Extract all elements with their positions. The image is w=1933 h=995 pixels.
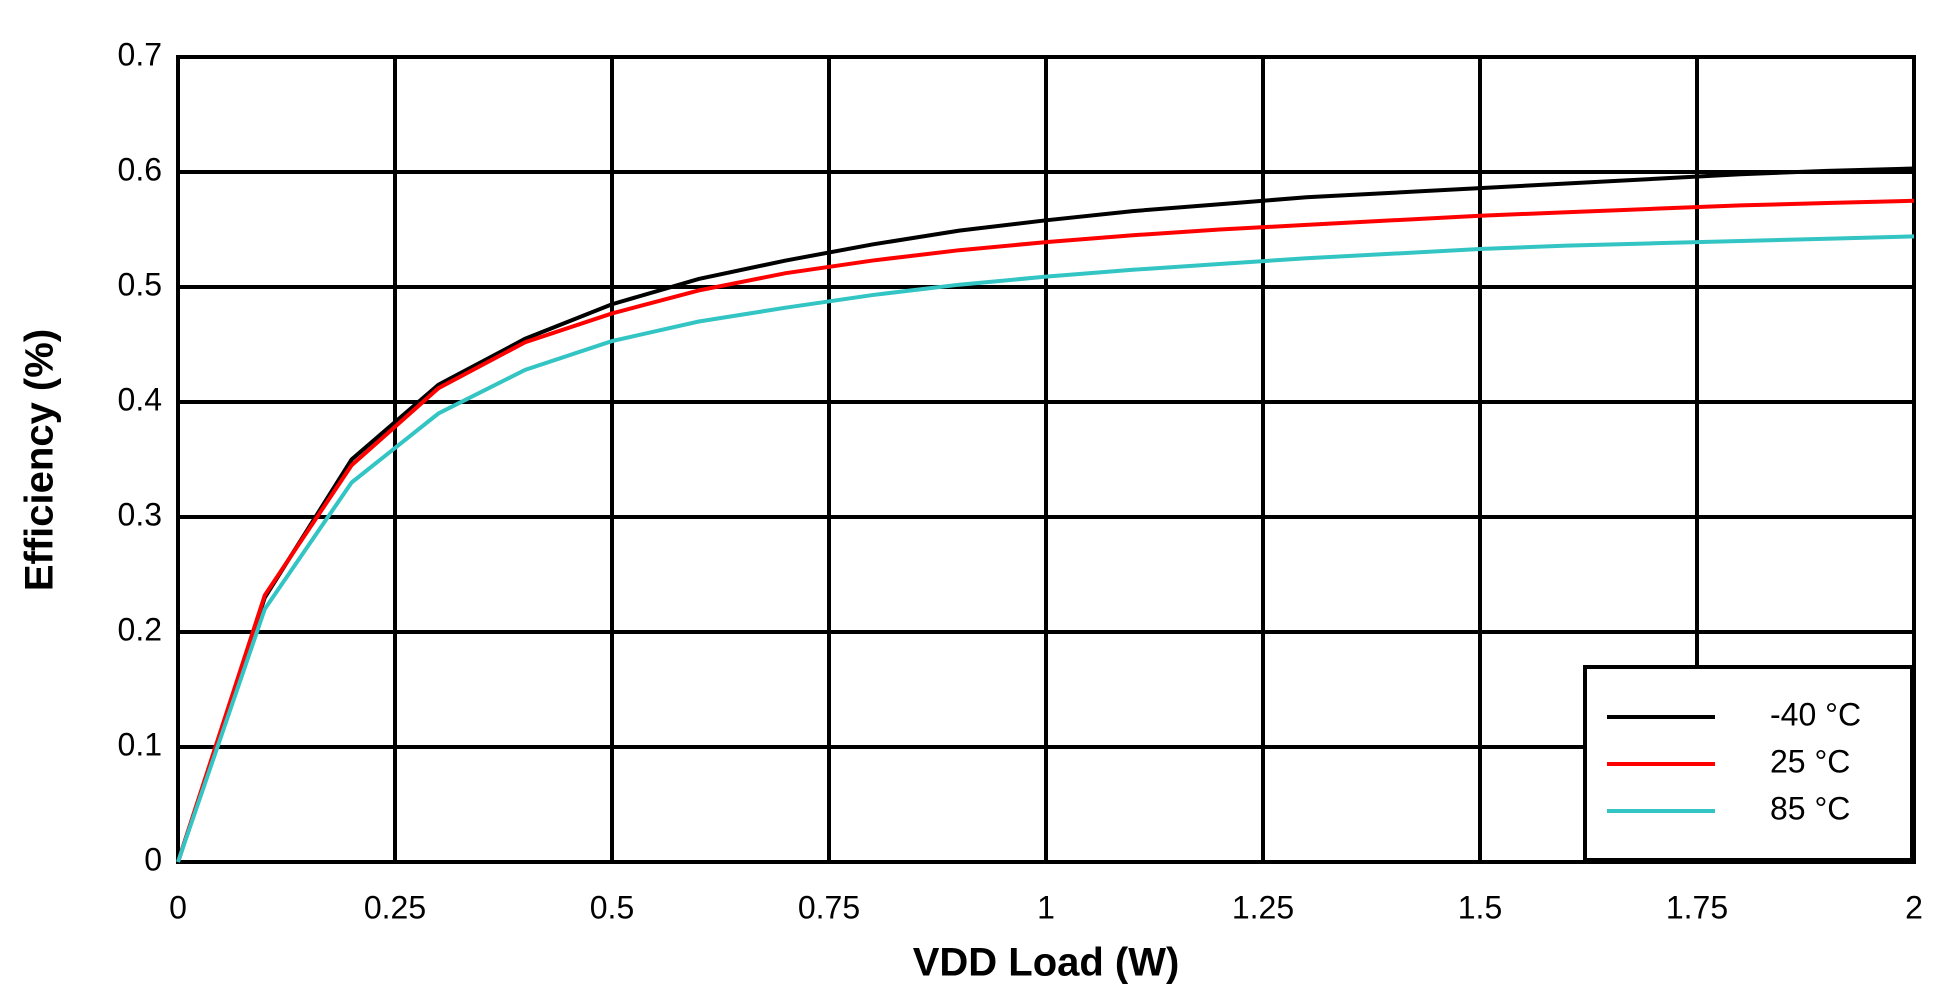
data-line bbox=[176, 234, 1915, 863]
x-axis-title: VDD Load (W) bbox=[913, 941, 1180, 985]
y-tick-label: 0.4 bbox=[118, 381, 162, 417]
data-line bbox=[176, 166, 1915, 863]
x-tick-label: 1.25 bbox=[1232, 889, 1294, 925]
data-line bbox=[176, 198, 1915, 863]
x-tick-label: 0.25 bbox=[364, 889, 426, 925]
legend-label: 25 °C bbox=[1770, 743, 1850, 779]
x-tick-label: 1.5 bbox=[1458, 889, 1502, 925]
y-tick-label: 0.7 bbox=[118, 36, 162, 72]
y-tick-label: 0.1 bbox=[118, 726, 162, 762]
y-axis-title: Efficiency (%) bbox=[18, 329, 62, 591]
y-tick-label: 0.5 bbox=[118, 266, 162, 302]
plot-frame bbox=[176, 55, 1916, 864]
y-tick-label: 0 bbox=[144, 841, 162, 877]
x-tick-label: 0.5 bbox=[590, 889, 634, 925]
x-tick-label: 2 bbox=[1905, 889, 1923, 925]
x-tick-label: 0.75 bbox=[798, 889, 860, 925]
y-tick-label: 0.3 bbox=[118, 496, 162, 532]
y-tick-label: 0.6 bbox=[118, 151, 162, 187]
x-tick-label: 0 bbox=[169, 889, 187, 925]
legend-label: 85 °C bbox=[1770, 790, 1850, 826]
y-tick-label: 0.2 bbox=[118, 611, 162, 647]
legend-label: -40 °C bbox=[1770, 696, 1861, 732]
x-tick-label: 1.75 bbox=[1666, 889, 1728, 925]
x-tick-label: 1 bbox=[1037, 889, 1055, 925]
